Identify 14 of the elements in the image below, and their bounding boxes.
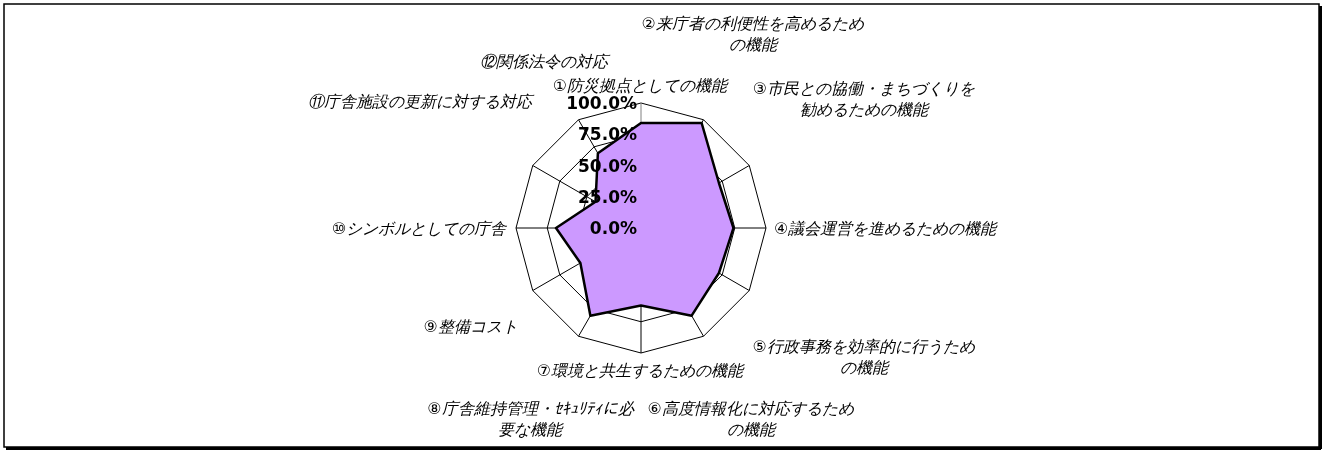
spoke-label: ⑨整備コスト (423, 316, 518, 336)
spoke-label: ④議会運営を進めるための機能 (774, 218, 999, 238)
y-tick-label: 100.0% (566, 93, 637, 113)
spoke-label: ⑥高度情報化に対応するための機能 (647, 398, 855, 439)
spoke-label: ⑦環境と共生するための機能 (536, 361, 746, 380)
y-tick-label: 0.0% (589, 218, 637, 238)
spoke-label: ⑩シンボルとしての庁舎 (331, 218, 508, 238)
spoke-label: ⑫関係法令の対応 (479, 52, 611, 72)
spoke-label: ⑪庁舎施設の更新に対する対応 (307, 91, 535, 111)
spoke-label: ③市民との協働・まちづくりを勧めるための機能 (752, 79, 975, 120)
spoke-label: ⑤行政事務を効率的に行うための機能 (752, 336, 976, 377)
spoke-label: ②来庁者の利便性を高めるための機能 (641, 13, 865, 54)
spoke-label: ①防災拠点としての機能 (552, 76, 730, 95)
spoke-label: ⑧庁舎維持管理・ｾｷｭﾘﾃｨに必要な機能 (427, 398, 635, 439)
